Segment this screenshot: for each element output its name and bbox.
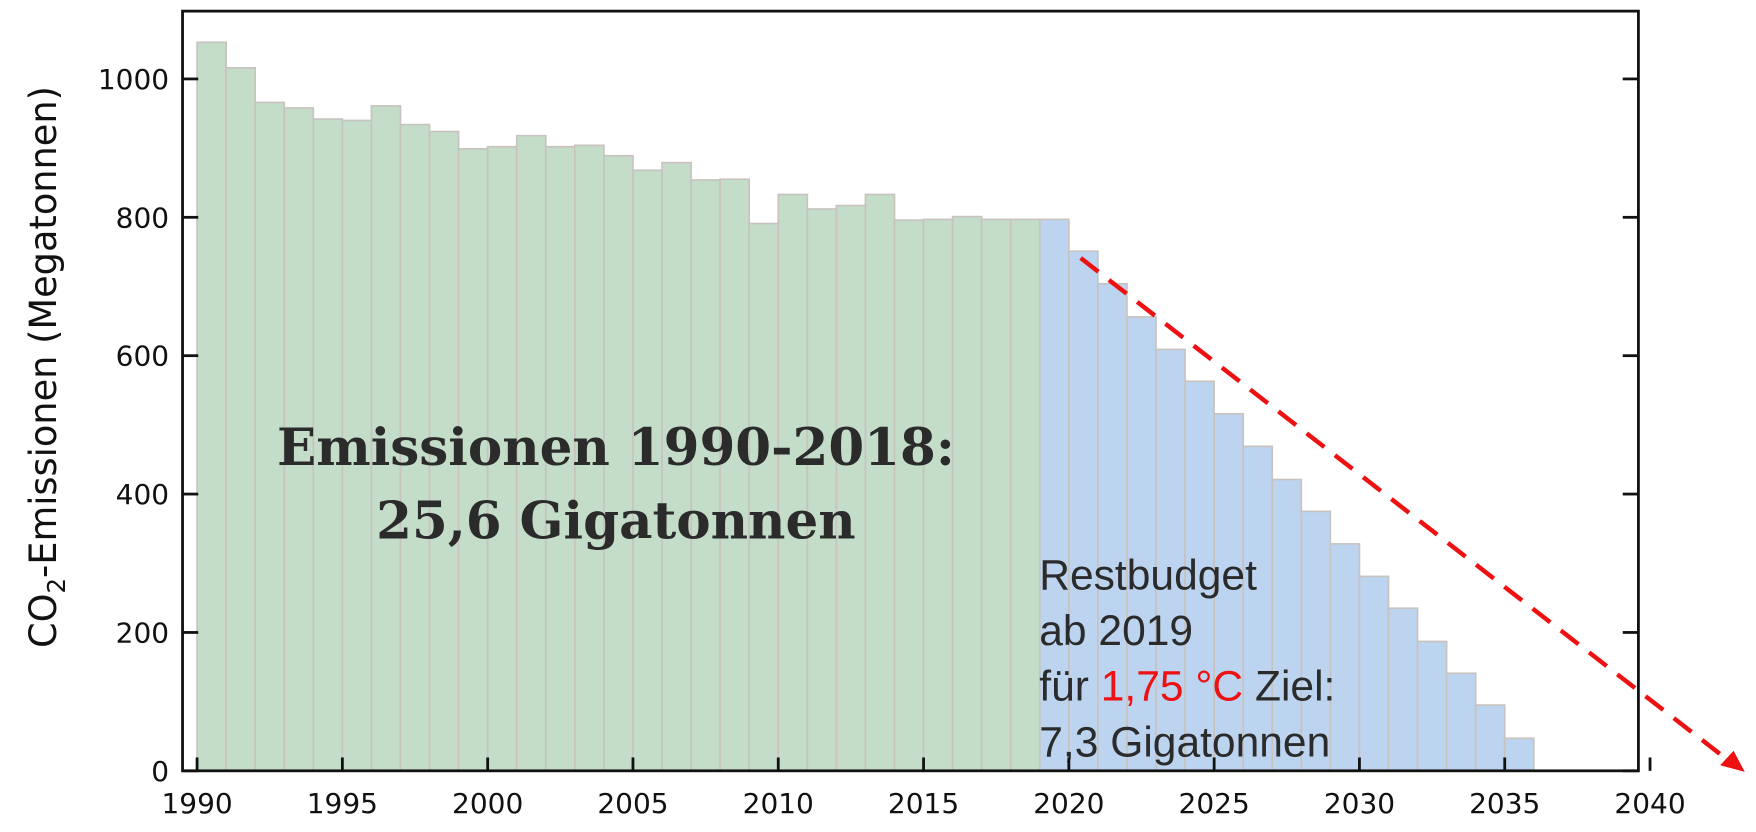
annotation-part: Ziel: bbox=[1243, 663, 1335, 710]
y-tick-label: 1000 bbox=[98, 63, 169, 96]
bar bbox=[632, 169, 663, 772]
x-tick-label: 2035 bbox=[1469, 787, 1540, 820]
x-tick-label: 2025 bbox=[1179, 787, 1250, 820]
annotation: ab 2019 bbox=[1039, 607, 1193, 654]
trend-arrow bbox=[1079, 256, 1732, 764]
y-tick-label: 800 bbox=[116, 201, 169, 234]
bar bbox=[1445, 672, 1477, 772]
y-tick-label: 0 bbox=[151, 755, 169, 788]
bar bbox=[748, 222, 780, 772]
bar bbox=[283, 107, 315, 772]
bar bbox=[574, 144, 605, 772]
bar bbox=[1474, 704, 1506, 772]
bar bbox=[719, 178, 751, 772]
bar bbox=[254, 101, 286, 772]
annotation: für 1,75 °C Ziel: bbox=[1039, 663, 1335, 710]
bar bbox=[1155, 348, 1186, 772]
bar bbox=[225, 67, 257, 772]
bar bbox=[1038, 218, 1070, 772]
annotation: Restbudget bbox=[1039, 552, 1257, 599]
bar bbox=[922, 218, 954, 772]
x-tick-label: 2000 bbox=[452, 787, 523, 820]
bar bbox=[1358, 575, 1390, 772]
x-tick-label: 2005 bbox=[597, 787, 668, 820]
y-label-sub: 2 bbox=[42, 578, 71, 594]
bar bbox=[1126, 316, 1157, 772]
x-tick-label: 2010 bbox=[743, 787, 814, 820]
y-tick-label: 600 bbox=[116, 340, 169, 373]
bar bbox=[1068, 250, 1099, 772]
x-tick-label: 2020 bbox=[1033, 787, 1104, 820]
y-label-part: -Emissionen (Megatonnen) bbox=[22, 86, 65, 578]
y-label-part: CO bbox=[22, 594, 65, 649]
annotation: Emissionen 1990-2018: bbox=[277, 418, 955, 478]
bar bbox=[1271, 478, 1303, 772]
bar bbox=[893, 219, 925, 772]
bar bbox=[806, 208, 838, 772]
x-tick-label: 2030 bbox=[1324, 787, 1395, 820]
arrow-head bbox=[1720, 750, 1745, 772]
bar bbox=[515, 134, 547, 772]
plot-frame bbox=[181, 9, 1640, 773]
bar bbox=[951, 215, 983, 772]
bar bbox=[1416, 640, 1448, 772]
y-tick-label: 400 bbox=[116, 478, 169, 511]
annotation: 25,6 Gigatonnen bbox=[376, 492, 856, 552]
bars bbox=[196, 41, 1535, 772]
y-axis-label: CO2-Emissionen (Megatonnen) bbox=[22, 86, 71, 648]
annotation-highlight: 1,75 °C bbox=[1101, 663, 1243, 710]
bar bbox=[196, 41, 227, 772]
x-tick-label: 2040 bbox=[1614, 787, 1685, 820]
bar bbox=[777, 193, 809, 772]
bar bbox=[690, 179, 721, 772]
x-tick-label: 1990 bbox=[161, 787, 232, 820]
annotation: 7,3 Gigatonnen bbox=[1039, 718, 1330, 765]
x-tick-label: 2015 bbox=[888, 787, 959, 820]
annotation-part: für bbox=[1039, 663, 1100, 710]
bar bbox=[1009, 218, 1041, 772]
bar bbox=[1387, 607, 1419, 772]
bar bbox=[980, 218, 1012, 772]
bar bbox=[399, 123, 431, 772]
x-tick-label: 1995 bbox=[307, 787, 378, 820]
bar bbox=[835, 204, 867, 772]
bar bbox=[1503, 737, 1535, 772]
bar bbox=[1329, 543, 1361, 772]
bar bbox=[864, 193, 896, 772]
y-tick-label: 200 bbox=[116, 617, 169, 650]
bar bbox=[457, 147, 489, 772]
